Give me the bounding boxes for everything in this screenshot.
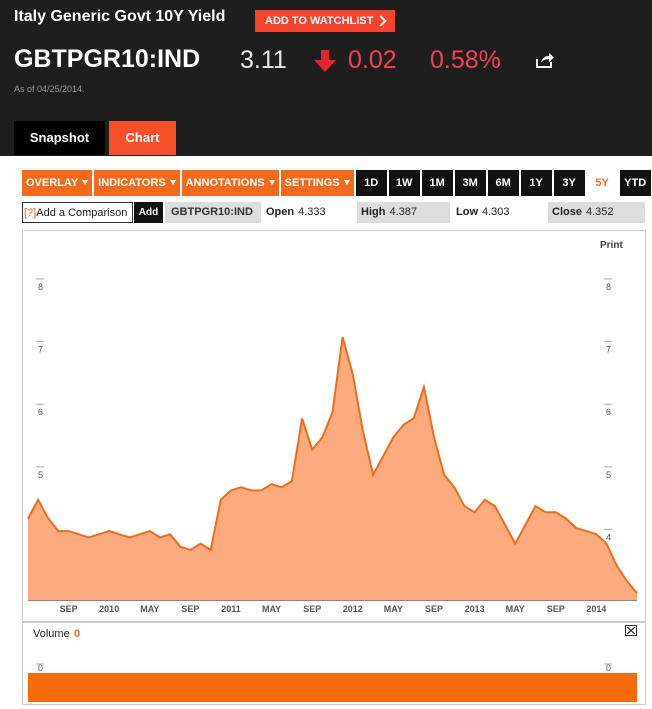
add-button[interactable]: Add: [134, 202, 163, 223]
y-tick-label: 8: [38, 282, 43, 292]
stat: Close 4.352: [548, 202, 645, 223]
volume-label: Volume: [33, 628, 70, 640]
tab[interactable]: Snapshot: [14, 121, 105, 155]
range-button[interactable]: 3M: [454, 170, 486, 196]
volume-bar: [28, 673, 637, 702]
button-label: ADD TO WATCHLIST: [265, 15, 374, 27]
x-tick-label: SEP: [303, 604, 321, 614]
menu-button[interactable]: ANNOTATIONS: [181, 170, 279, 196]
x-tick-label: SEP: [181, 604, 199, 614]
stat-value: 4.333: [298, 206, 326, 218]
y-tick-label: 4: [606, 532, 611, 542]
x-tick-label: MAY: [140, 604, 159, 614]
y-tick-label: 0: [606, 663, 611, 673]
as-of: As of 04/25/2014.: [14, 84, 85, 94]
menu-button[interactable]: INDICATORS: [94, 170, 180, 196]
x-tick-label: SEP: [60, 604, 78, 614]
y-tick-label: 6: [606, 407, 611, 417]
y-tick-label: 8: [606, 282, 611, 292]
x-tick-label: 2012: [343, 604, 363, 614]
stat-label: Open: [266, 206, 295, 218]
x-tick-label: 2010: [99, 604, 119, 614]
tab[interactable]: Chart: [109, 121, 176, 155]
stat-value: 4.352: [585, 206, 614, 218]
y-tick-label: 7: [606, 345, 611, 355]
menu-button[interactable]: OVERLAY: [22, 170, 93, 196]
menu-button[interactable]: SETTINGS: [280, 170, 354, 196]
y-tick-label: 5: [606, 470, 611, 480]
x-tick-label: 2013: [465, 604, 485, 614]
stat: Low 4.303: [452, 202, 545, 223]
change: 0.02: [348, 46, 397, 74]
range-button[interactable]: 1Y: [520, 170, 552, 196]
price: 3.11: [240, 46, 287, 74]
close-icon: [626, 626, 636, 635]
stat-label: Close: [552, 206, 582, 218]
y-tick-label: 5: [38, 470, 43, 480]
title: Italy Generic Govt 10Y Yield: [14, 8, 226, 25]
share-icon[interactable]: [534, 50, 556, 70]
range-button[interactable]: YTD: [619, 170, 651, 196]
x-tick-label: MAY: [506, 604, 525, 614]
range-button[interactable]: 5Y: [586, 170, 618, 196]
x-tick-label: SEP: [425, 604, 443, 614]
x-tick-label: MAY: [384, 604, 403, 614]
range-button[interactable]: 1W: [388, 170, 420, 196]
stat-value: 4.303: [482, 206, 510, 218]
placeholder: Add a Comparison: [36, 207, 128, 219]
stat: Open 4.333: [262, 202, 354, 223]
volume-value: 0: [74, 628, 80, 640]
ticker: GBTPGR10:IND: [14, 45, 201, 73]
change-percent: 0.58%: [430, 46, 501, 74]
x-tick-label: MAY: [262, 604, 281, 614]
x-tick-label: 2011: [221, 604, 241, 614]
line: [27, 336, 638, 594]
area: [28, 337, 637, 600]
range-button[interactable]: 1D: [355, 170, 387, 196]
down-arrow: [314, 50, 336, 72]
watchlist-button[interactable]: ADD TO WATCHLIST: [255, 10, 395, 32]
print-link[interactable]: Print: [600, 240, 623, 251]
symbol: GBTPGR10:IND: [165, 202, 261, 223]
y-tick-label: 7: [38, 345, 43, 355]
y-tick-label: 0: [38, 663, 43, 673]
help[interactable]: [?]: [24, 207, 37, 219]
stat: High 4.387: [357, 202, 450, 223]
toolbar: OVERLAY INDICATORS ANNOTATIONS SETTINGS 1D 1W…: [22, 170, 651, 196]
header: Italy Generic Govt 10Y Yield ADD TO WATC…: [0, 0, 652, 156]
range-button[interactable]: 1M: [421, 170, 453, 196]
y-tick-label: 6: [38, 407, 43, 417]
stat-value: 4.387: [389, 206, 417, 218]
stat-label: Low: [456, 206, 478, 218]
range-button[interactable]: 6M: [487, 170, 519, 196]
stat-label: High: [361, 206, 386, 218]
compare-input[interactable]: [?]Add a Comparison: [22, 202, 133, 223]
x-tick-label: 2014: [586, 604, 606, 614]
range-button[interactable]: 3Y: [553, 170, 585, 196]
x-tick-label: SEP: [547, 604, 565, 614]
